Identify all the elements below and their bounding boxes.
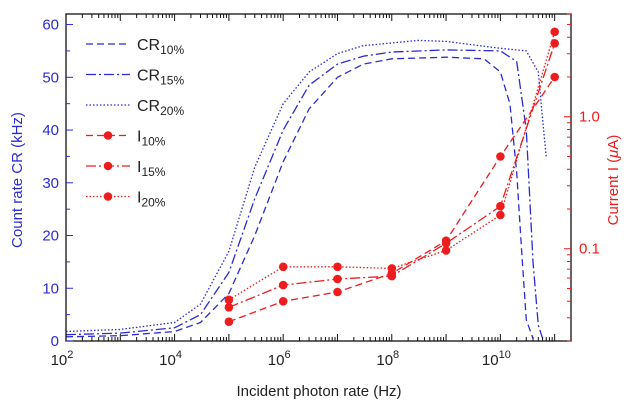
y-left-tick-label: 50 xyxy=(42,69,59,86)
y-axis-left-label: Count rate CR (kHz) xyxy=(9,112,26,248)
current-point-20% xyxy=(550,28,559,37)
x-tick-label-base: 10 xyxy=(268,352,285,369)
x-tick-label-exponent: 8 xyxy=(393,349,399,361)
x-tick-label: 108 xyxy=(376,349,399,369)
x-tick-label: 106 xyxy=(268,349,291,369)
legend-label: CR20% xyxy=(137,98,184,118)
legend-label: I10% xyxy=(137,129,166,149)
current-point-20% xyxy=(388,264,397,273)
current-point-10% xyxy=(333,288,342,297)
legend-label-subscript: 10% xyxy=(160,43,184,57)
y-axis-right-label-unit: A) xyxy=(605,135,622,150)
y-axis-right-label-main: Current I ( xyxy=(605,158,622,226)
y-left-tick-label: 60 xyxy=(42,17,59,34)
x-tick-label: 102 xyxy=(51,349,74,369)
legend-label: I15% xyxy=(137,159,166,179)
legend-label-name: CR xyxy=(137,98,160,115)
x-tick-label-exponent: 4 xyxy=(176,349,182,361)
legend: CR10%CR15%CR20%I10%I15%I20% xyxy=(86,37,184,210)
current-series-line-10% xyxy=(229,77,555,322)
y-left-tick-label: 0 xyxy=(51,333,59,350)
legend-label-name: CR xyxy=(137,37,160,54)
x-tick-label-exponent: 6 xyxy=(284,349,290,361)
x-tick-label-base: 10 xyxy=(51,352,68,369)
y-right-tick-label: 1.0 xyxy=(579,109,600,126)
legend-label: CR10% xyxy=(137,37,184,57)
legend-marker xyxy=(104,162,113,171)
current-series-group xyxy=(225,28,559,327)
y-left-tick-label: 30 xyxy=(42,175,59,192)
current-point-10% xyxy=(225,317,234,326)
current-series-line-20% xyxy=(229,32,555,300)
y-left-tick-label: 20 xyxy=(42,228,59,245)
y-right-tick-label: 0.1 xyxy=(579,241,600,258)
legend-marker xyxy=(104,131,113,140)
current-point-15% xyxy=(333,275,342,284)
x-tick-label-exponent: 2 xyxy=(67,349,73,361)
current-point-20% xyxy=(442,246,451,255)
y-axis-right-label: Current I (μA) xyxy=(605,135,622,226)
current-point-20% xyxy=(333,263,342,272)
current-point-10% xyxy=(496,152,505,161)
legend-label-subscript: 15% xyxy=(160,74,184,88)
current-point-20% xyxy=(225,296,234,305)
x-tick-label-exponent: 10 xyxy=(499,349,511,361)
legend-label-name: CR xyxy=(137,68,160,85)
x-tick-label-base: 10 xyxy=(482,352,499,369)
legend-label-subscript: 10% xyxy=(141,135,165,149)
legend-label-subscript: 15% xyxy=(141,165,165,179)
current-point-10% xyxy=(279,297,288,306)
x-axis-label: Incident photon rate (Hz) xyxy=(236,383,401,400)
x-tick-label-base: 10 xyxy=(159,352,176,369)
legend-label: CR15% xyxy=(137,68,184,88)
current-point-10% xyxy=(550,73,559,82)
current-point-15% xyxy=(279,281,288,290)
legend-marker xyxy=(104,192,113,201)
legend-label-subscript: 20% xyxy=(160,104,184,118)
x-tick-label-base: 10 xyxy=(376,352,393,369)
x-tick-label: 104 xyxy=(159,349,182,369)
y-left-tick-label: 10 xyxy=(42,280,59,297)
current-point-15% xyxy=(496,202,505,211)
x-tick-label: 1010 xyxy=(482,349,511,369)
current-point-15% xyxy=(225,303,234,312)
legend-label-subscript: 20% xyxy=(141,196,165,210)
legend-label: I20% xyxy=(137,190,166,210)
y-left-tick-label: 40 xyxy=(42,122,59,139)
current-point-20% xyxy=(279,263,288,272)
current-point-20% xyxy=(496,211,505,220)
y-axis-right-label-mu: μ xyxy=(605,150,622,159)
current-point-15% xyxy=(388,272,397,281)
